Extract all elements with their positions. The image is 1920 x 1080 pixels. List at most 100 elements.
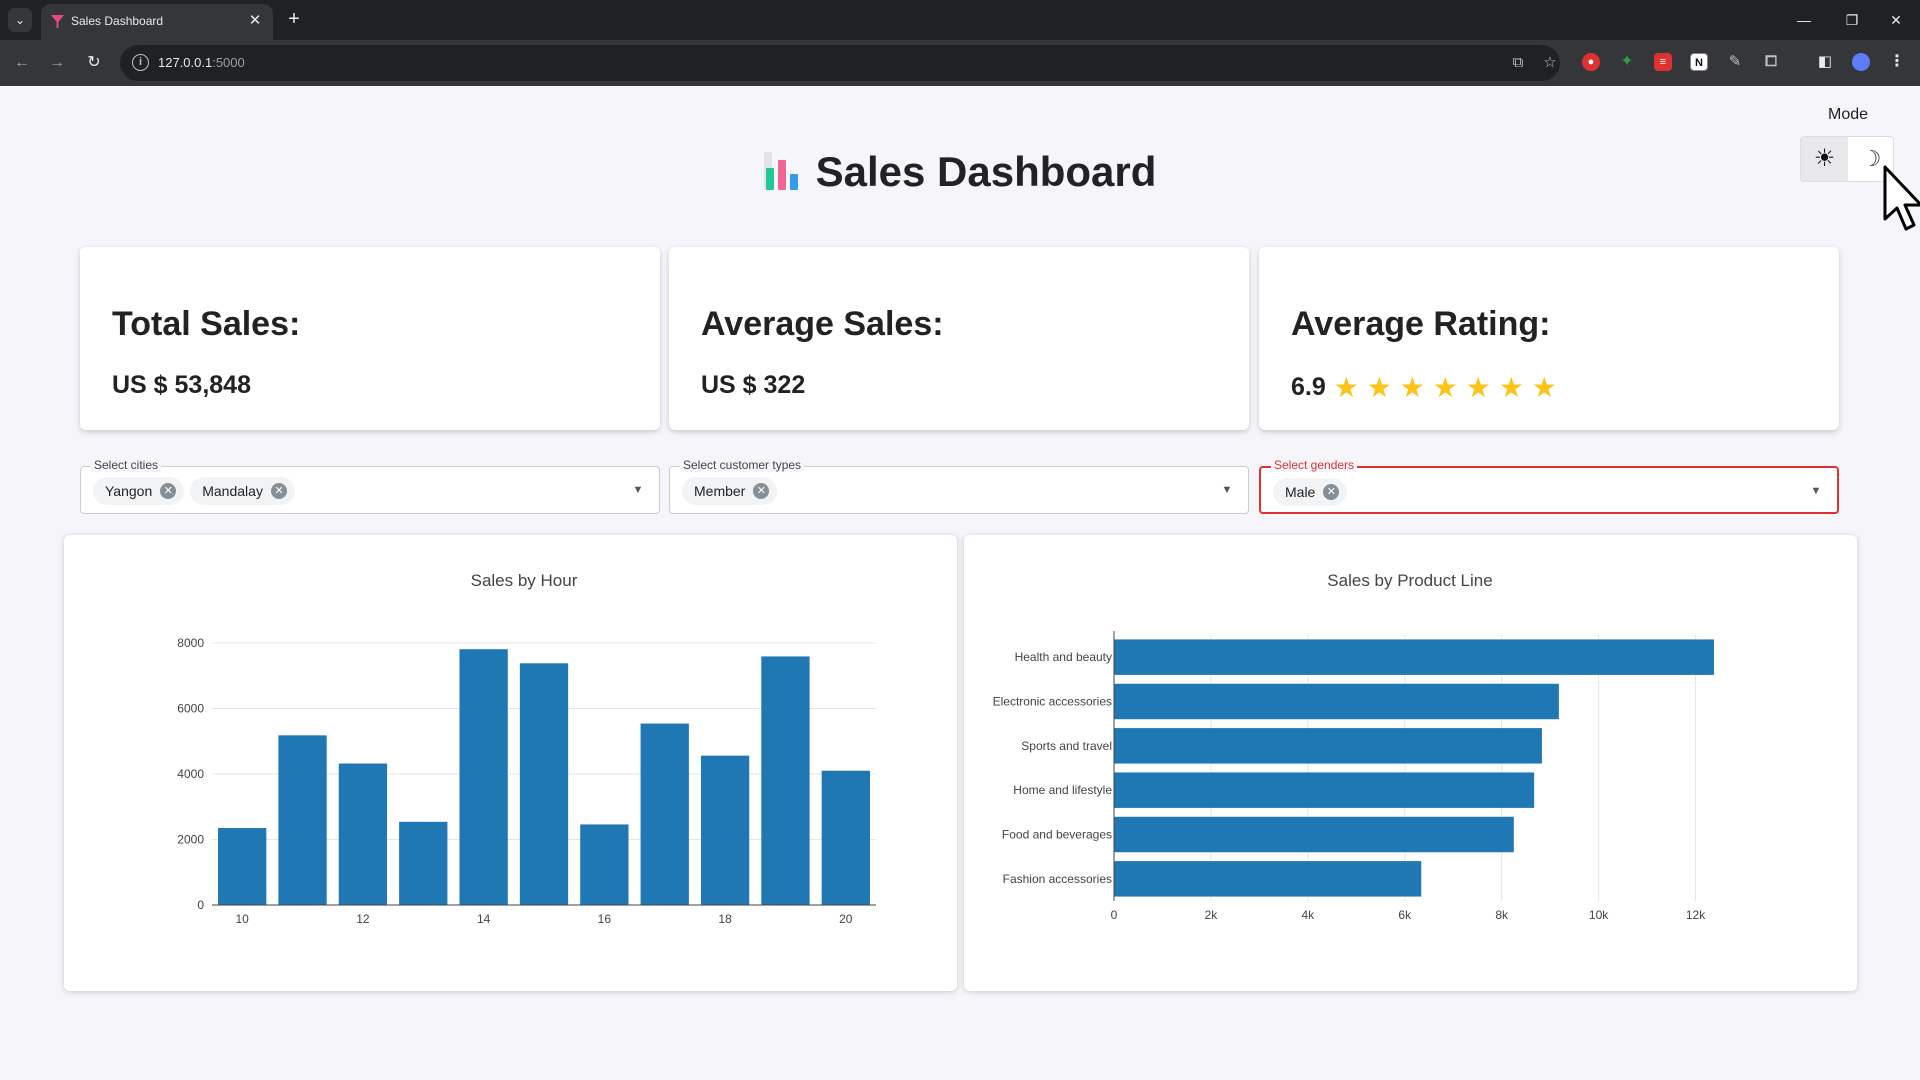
sun-icon[interactable]: ☀ [1801, 137, 1848, 181]
rating-stars: ★ ★ ★ ★ ★ ★ ★ [1330, 371, 1561, 404]
star-icon: ★ [1366, 372, 1392, 403]
customer-types-chips: Member ✕ [682, 477, 778, 505]
chip-remove-icon[interactable]: ✕ [753, 483, 770, 499]
bar [700, 755, 750, 905]
sales-by-hour-panel: Sales by Hour 0 2000 4000 6000 8000 10 12 14 16 18… [64, 535, 957, 991]
y-tick-label: 4000 [177, 767, 204, 781]
restore-button[interactable]: ❐ [1845, 12, 1859, 28]
y-tick-label: Food and beverages [1002, 828, 1112, 842]
browser-toolbar: ← → ↻ i 127.0.0.1:5000 ⧉ ☆ ● ✦ ≡ N ✎ ⧠ ◧… [0, 40, 1920, 86]
bar [1114, 772, 1535, 808]
sales-by-product-line-panel: Sales by Product Line 0 2k 4k 6k 8k 10k 12k Heal… [964, 535, 1857, 991]
tab-search-chevron-icon[interactable]: ⌄ [8, 8, 32, 32]
chevron-down-icon[interactable]: ▼ [632, 484, 644, 496]
average-sales-value: US $ 322 [701, 371, 806, 399]
x-tick-label: 2k [1205, 908, 1219, 922]
city-chip: Yangon ✕ [93, 477, 185, 505]
bar [1114, 683, 1559, 720]
mode-label: Mode [1828, 106, 1869, 123]
genders-select-label: Select genders [1271, 458, 1358, 472]
minimize-button[interactable]: — [1797, 12, 1811, 28]
bar [821, 770, 870, 905]
customer-type-chip: Member ✕ [682, 477, 778, 505]
genders-chips: Male ✕ [1273, 478, 1348, 506]
forward-arrow-icon[interactable]: → [49, 54, 65, 71]
chip-label: Member [694, 483, 746, 499]
extension-pen-icon[interactable]: ✎ [1728, 53, 1742, 70]
y-tick-label: 6000 [177, 702, 204, 716]
extension-notion-icon[interactable]: N [1690, 53, 1708, 71]
star-icon: ★ [1531, 372, 1557, 403]
customer-types-select[interactable]: Select customer types Member ✕ ▼ [669, 458, 1249, 514]
star-icon: ★ [1465, 372, 1491, 403]
extension-green-icon[interactable]: ✦ [1620, 53, 1634, 70]
cities-chips: Yangon ✕ Mandalay ✕ [93, 477, 295, 505]
address-bar[interactable]: i 127.0.0.1:5000 ⧉ ☆ [120, 45, 1560, 81]
mode-toggle[interactable]: ☀ ☽ [1800, 136, 1894, 182]
y-tick-label: 8000 [177, 636, 204, 650]
bar [519, 663, 569, 905]
tab-close-icon[interactable]: ✕ [248, 12, 262, 29]
address-url[interactable]: 127.0.0.1:5000 [158, 55, 245, 70]
bar [338, 763, 388, 905]
bar-chart-icon [763, 152, 802, 192]
city-chip: Mandalay ✕ [190, 477, 295, 505]
average-rating-row: 6.9 ★ ★ ★ ★ ★ ★ ★ [1291, 371, 1561, 404]
side-panel-icon[interactable]: ◧ [1817, 53, 1833, 70]
extension-stack-icon[interactable]: ≡ [1654, 53, 1672, 71]
close-window-button[interactable]: ✕ [1890, 12, 1902, 28]
chevron-down-icon[interactable]: ▼ [1221, 484, 1233, 496]
average-sales-title: Average Sales: [701, 305, 944, 343]
extension-red-icon[interactable]: ● [1582, 53, 1600, 71]
average-sales-card: Average Sales: US $ 322 [669, 247, 1249, 430]
bar [1114, 728, 1542, 764]
chip-label: Mandalay [202, 483, 263, 499]
chart-title: Sales by Hour [471, 571, 578, 590]
x-tick-label: 6k [1398, 908, 1412, 922]
extensions-puzzle-icon[interactable]: ⧠ [1764, 53, 1777, 70]
chip-remove-icon[interactable]: ✕ [160, 483, 177, 499]
bar [1114, 639, 1714, 675]
bar [1114, 861, 1422, 897]
cities-select-label: Select cities [91, 458, 162, 472]
back-arrow-icon[interactable]: ← [14, 54, 30, 71]
sales-by-hour-chart: Sales by Hour 0 2000 4000 6000 8000 10 12 14 16 18… [177, 571, 876, 926]
browser-tabstrip: ⌄ Sales Dashboard ✕ + — ❐ ✕ [0, 0, 1920, 40]
bar [399, 821, 448, 905]
chip-label: Male [1285, 484, 1316, 500]
total-sales-card: Total Sales: US $ 53,848 [80, 247, 660, 430]
x-tick-label: 18 [718, 912, 732, 926]
sales-by-product-line-chart: Sales by Product Line 0 2k 4k 6k 8k 10k 12k Heal… [993, 571, 1714, 922]
y-tick-label: 0 [197, 898, 204, 912]
bar [640, 723, 689, 905]
chevron-down-icon[interactable]: ▼ [1810, 485, 1822, 497]
genders-select[interactable]: Select genders Male ✕ ▼ [1259, 458, 1839, 514]
x-tick-label: 4k [1302, 908, 1316, 922]
bar [278, 735, 327, 905]
star-icon: ★ [1333, 372, 1359, 403]
total-sales-value: US $ 53,848 [112, 371, 251, 399]
new-tab-button[interactable]: + [288, 8, 300, 30]
chip-remove-icon[interactable]: ✕ [1323, 484, 1340, 500]
bar [580, 824, 629, 905]
star-icon: ★ [1498, 372, 1524, 403]
star-icon: ★ [1399, 372, 1425, 403]
cities-select[interactable]: Select cities Yangon ✕ Mandalay ✕ ▼ [80, 458, 660, 514]
star-icon: ★ [1432, 372, 1458, 403]
reload-icon[interactable]: ↻ [87, 54, 101, 71]
y-tick-label: Electronic accessories [993, 695, 1112, 709]
profile-avatar[interactable] [1852, 53, 1870, 71]
browser-tab[interactable]: Sales Dashboard ✕ [41, 4, 273, 40]
gender-chip: Male ✕ [1273, 478, 1348, 506]
bookmark-star-icon[interactable]: ☆ [1543, 54, 1557, 71]
chip-remove-icon[interactable]: ✕ [270, 483, 287, 499]
moon-icon[interactable]: ☽ [1861, 146, 1882, 171]
chip-label: Yangon [105, 483, 153, 499]
browser-menu-icon[interactable]: ⋮ [1889, 53, 1905, 70]
bar [761, 656, 810, 905]
y-tick-label: Home and lifestyle [1013, 783, 1112, 797]
favicon-icon [51, 15, 64, 28]
install-app-icon[interactable]: ⧉ [1512, 54, 1524, 71]
site-info-icon[interactable]: i [132, 54, 149, 71]
x-tick-label: 8k [1495, 908, 1509, 922]
